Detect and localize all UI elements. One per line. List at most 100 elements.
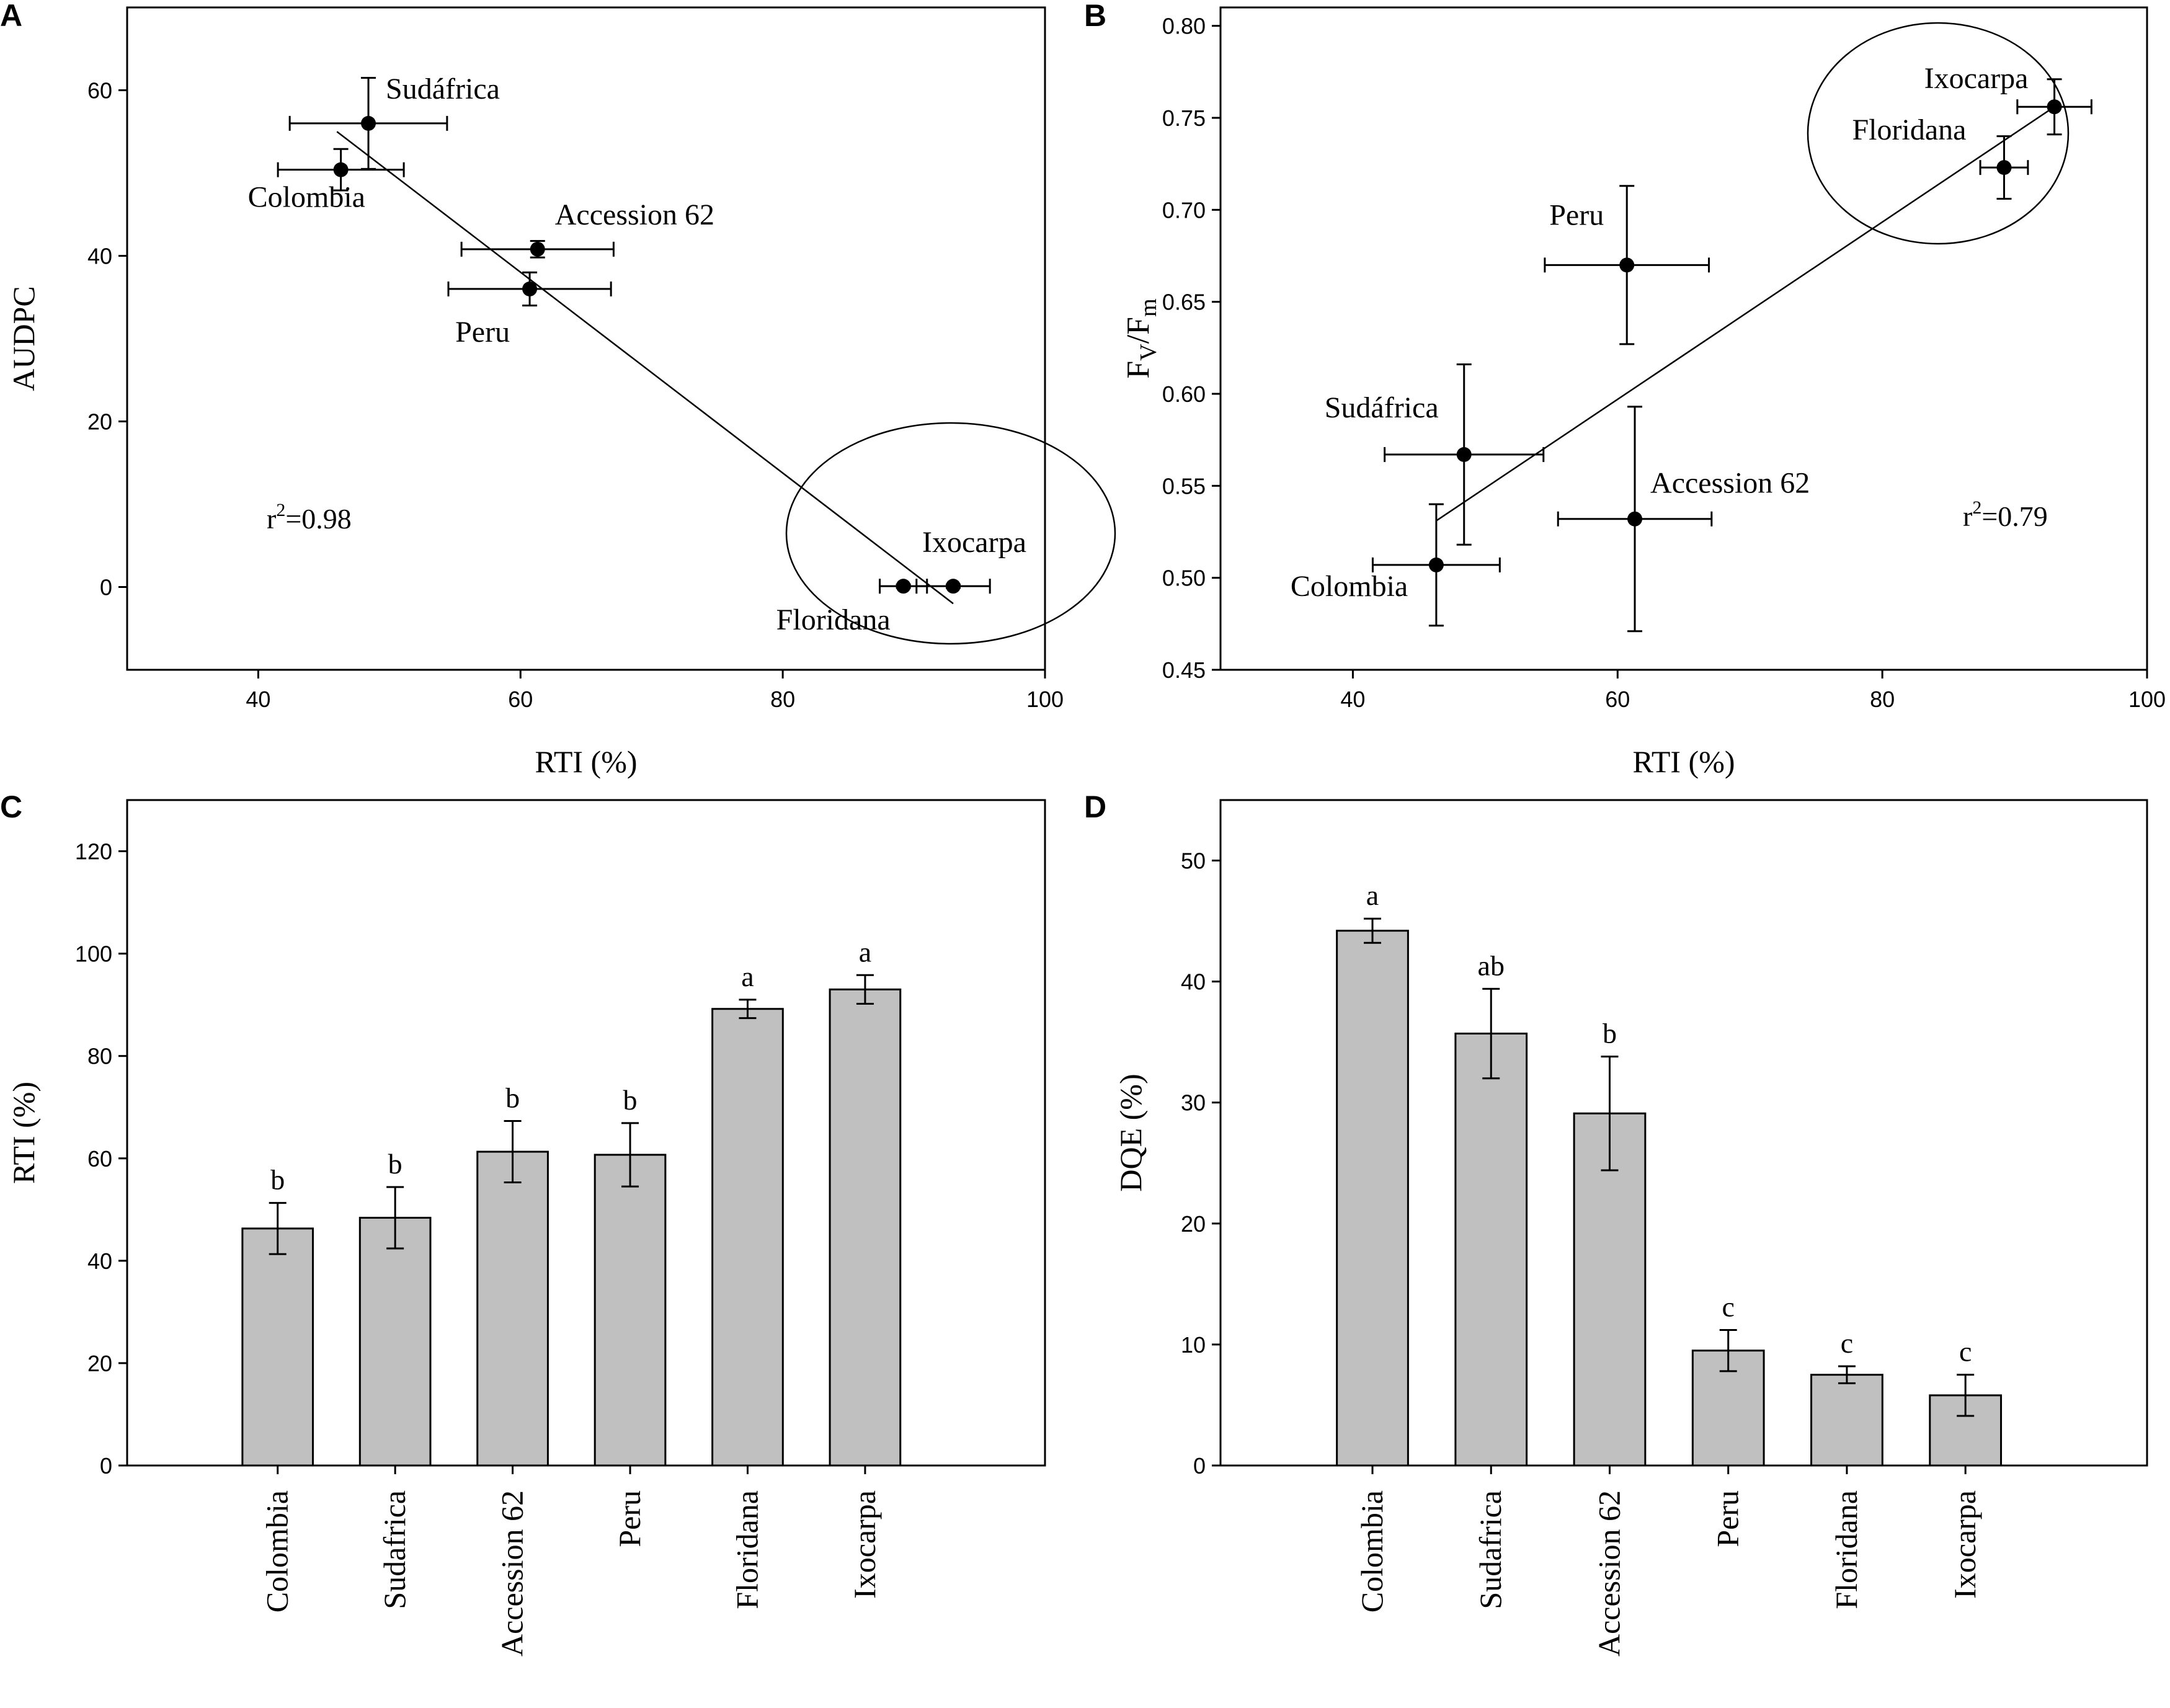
panel-c-y-tick-label: 100	[75, 941, 112, 967]
panel-b-y-axis-label-part: /F	[1121, 317, 1156, 344]
panel-a-x-tick-label: 40	[246, 687, 270, 712]
panel-c-x-tick-label-colombia: Colombia	[260, 1490, 295, 1612]
panel-a-panel-letter: A	[0, 0, 22, 33]
panel-a-y-tick-label: 0	[100, 575, 112, 600]
panel-d-y-axis-label: DQE (%)	[1113, 1074, 1148, 1191]
panel-c-y-tick-label: 80	[87, 1044, 112, 1069]
panel-b-panel-letter: B	[1084, 0, 1106, 33]
panel-a-y-tick-label: 20	[87, 409, 112, 435]
panel-b-point-ixocarpa-label: Ixocarpa	[1924, 62, 2029, 95]
panel-b-point-ixocarpa-marker	[2047, 99, 2062, 115]
panel-c-bar-colombia	[241, 1227, 314, 1467]
panel-c-panel-letter: C	[0, 790, 22, 824]
panel-d-panel-letter: D	[1084, 790, 1106, 824]
panel-b-point-peru-marker	[1619, 257, 1635, 273]
panel-c-bar-sudafrica-significance-letter: b	[388, 1148, 402, 1180]
panel-c-y-axis-label: RTI (%)	[6, 1082, 41, 1184]
panel-a-plot-frame	[126, 6, 1046, 671]
panel-d-x-tick-label-colombia: Colombia	[1354, 1490, 1389, 1612]
panel-b-y-tick-label: 0.45	[1162, 657, 1206, 683]
panel-b-point-sudafrica-label: Sudáfrica	[1325, 391, 1439, 424]
panel-c-bar-floridana-significance-letter: a	[741, 961, 754, 992]
panel-b-r-squared-superscript: 2	[1972, 497, 1981, 518]
panel-a-y-tick-label: 60	[87, 78, 112, 104]
panel-d-bar-sudafrica	[1454, 1033, 1528, 1467]
panel-a-point-colombia-marker	[333, 162, 349, 177]
panel-b-y-axis-label-part: V	[1136, 344, 1162, 361]
panel-b-y-tick-label: 0.60	[1162, 381, 1206, 407]
panel-d-bar-ixocarpa-significance-letter: c	[1959, 1336, 1972, 1368]
panel-c-bar-chart: C 0 20 40 60 80 100 120 RTI (%) b Colombia b Sudafri…	[0, 790, 1046, 1657]
panel-d-y-tick-label: 20	[1181, 1211, 1206, 1237]
panel-b-scatter: B 40 60 80 100 0.45 0.50 0.55 0.60 0.65 0.70 0.75 0.…	[1084, 0, 2166, 779]
panel-b-y-tick-label: 0.80	[1162, 14, 1206, 39]
panel-c-y-tick-label: 40	[87, 1248, 112, 1274]
panel-b-y-axis-label-part: F	[1121, 361, 1156, 379]
panel-a-point-peru-label: Peru	[455, 316, 510, 349]
panel-a-scatter: A 40 60 80 100 0 20 40 60 RTI (%) AUDPC Sudáfrica Co…	[0, 0, 1116, 779]
panel-b-r-squared-prefix: r	[1963, 500, 1972, 532]
panel-a-point-ixocarpa-label: Ixocarpa	[922, 526, 1026, 559]
panel-a-point-ixocarpa-marker	[946, 579, 961, 594]
panel-c-bar-peru	[594, 1154, 667, 1467]
panel-b-y-tick-label: 0.55	[1162, 473, 1206, 499]
panel-c-bar-ixocarpa-significance-letter: a	[859, 936, 871, 967]
panel-d-bar-colombia-significance-letter: a	[1366, 879, 1379, 911]
panel-c-bar-sudafrica	[358, 1217, 432, 1467]
panel-b-point-peru-label: Peru	[1549, 198, 1604, 231]
panel-a-point-accession-62-marker	[530, 241, 545, 257]
panel-a-point-peru-marker	[522, 281, 538, 296]
panel-b-plot-frame	[1219, 6, 2148, 671]
panel-c-x-tick-label-accession-62: Accession 62	[495, 1490, 530, 1657]
panel-c-bar-peru-significance-letter: b	[623, 1084, 638, 1116]
panel-d-y-tick-label: 40	[1181, 969, 1206, 995]
panel-a-highlight-ellipse	[785, 422, 1116, 645]
panel-b-y-tick-label: 0.75	[1162, 105, 1206, 131]
panel-d-plot-frame	[1219, 799, 2148, 1467]
panel-c-bar-accession-62	[476, 1150, 549, 1467]
panel-b-point-accession-62-marker	[1627, 511, 1643, 527]
panel-c-y-tick-label: 20	[87, 1351, 112, 1376]
panel-d-x-tick-label-accession-62: Accession 62	[1591, 1490, 1626, 1657]
panel-a-x-axis-label: RTI (%)	[535, 744, 638, 779]
panel-a-point-colombia-label: Colombia	[248, 181, 365, 214]
panel-a-r-squared-superscript: 2	[276, 500, 285, 520]
panel-a-r-squared-annotation: r2=0.98	[267, 500, 352, 535]
panel-b-point-sudafrica-marker	[1456, 447, 1472, 462]
panel-b-y-tick-label: 0.70	[1162, 197, 1206, 223]
panel-c-x-tick-label-ixocarpa: Ixocarpa	[847, 1490, 882, 1599]
panel-d-x-tick-label-peru: Peru	[1710, 1490, 1745, 1547]
panel-c-x-tick-label-floridana: Floridana	[729, 1490, 764, 1609]
panel-a-y-tick-label: 40	[87, 244, 112, 269]
panel-a-x-tick-label: 60	[508, 687, 533, 712]
panel-d-bar-peru-significance-letter: c	[1722, 1291, 1735, 1322]
panel-d-x-tick-label-ixocarpa: Ixocarpa	[1947, 1490, 1982, 1599]
panel-a-regression-line	[336, 131, 954, 605]
panel-a-point-floridana-label: Floridana	[776, 603, 891, 636]
panel-b-y-axis-label: FV/Fm	[1121, 298, 1162, 378]
panel-a-point-accession-62-label: Accession 62	[555, 198, 714, 231]
panel-d-bar-floridana-significance-letter: c	[1841, 1327, 1853, 1359]
panel-a-r-squared-prefix: r	[267, 503, 276, 535]
panel-b-x-tick-label: 100	[2128, 687, 2166, 712]
panel-d-y-tick-label: 10	[1181, 1332, 1206, 1358]
panel-a-point-sudafrica-label: Sudáfrica	[386, 73, 500, 105]
panel-c-plot-frame	[126, 799, 1046, 1467]
panel-d-bar-floridana	[1810, 1374, 1883, 1467]
panel-d-bar-accession-62-significance-letter: b	[1603, 1018, 1617, 1049]
panel-a-x-tick-label: 100	[1026, 687, 1064, 712]
panel-b-x-axis-label: RTI (%)	[1633, 744, 1735, 779]
panel-b-r-squared-value: =0.79	[1981, 500, 2047, 532]
panel-b-x-tick-label: 60	[1605, 687, 1630, 712]
panel-c-x-tick-label-sudafrica: Sudafrica	[377, 1490, 412, 1609]
panel-a-r-squared-value: =0.98	[285, 503, 351, 535]
panel-b-y-axis-label-part: m	[1136, 298, 1162, 317]
panel-a-point-floridana-marker	[896, 579, 911, 594]
panel-a-x-tick-label: 80	[770, 687, 795, 712]
panel-d-bar-sudafrica-significance-letter: ab	[1478, 950, 1505, 981]
panel-d-x-tick-label-sudafrica: Sudafrica	[1473, 1490, 1508, 1609]
panel-c-x-tick-label-peru: Peru	[612, 1490, 647, 1547]
panel-b-y-tick-label: 0.65	[1162, 290, 1206, 315]
panel-d-y-tick-label: 0	[1193, 1453, 1206, 1479]
